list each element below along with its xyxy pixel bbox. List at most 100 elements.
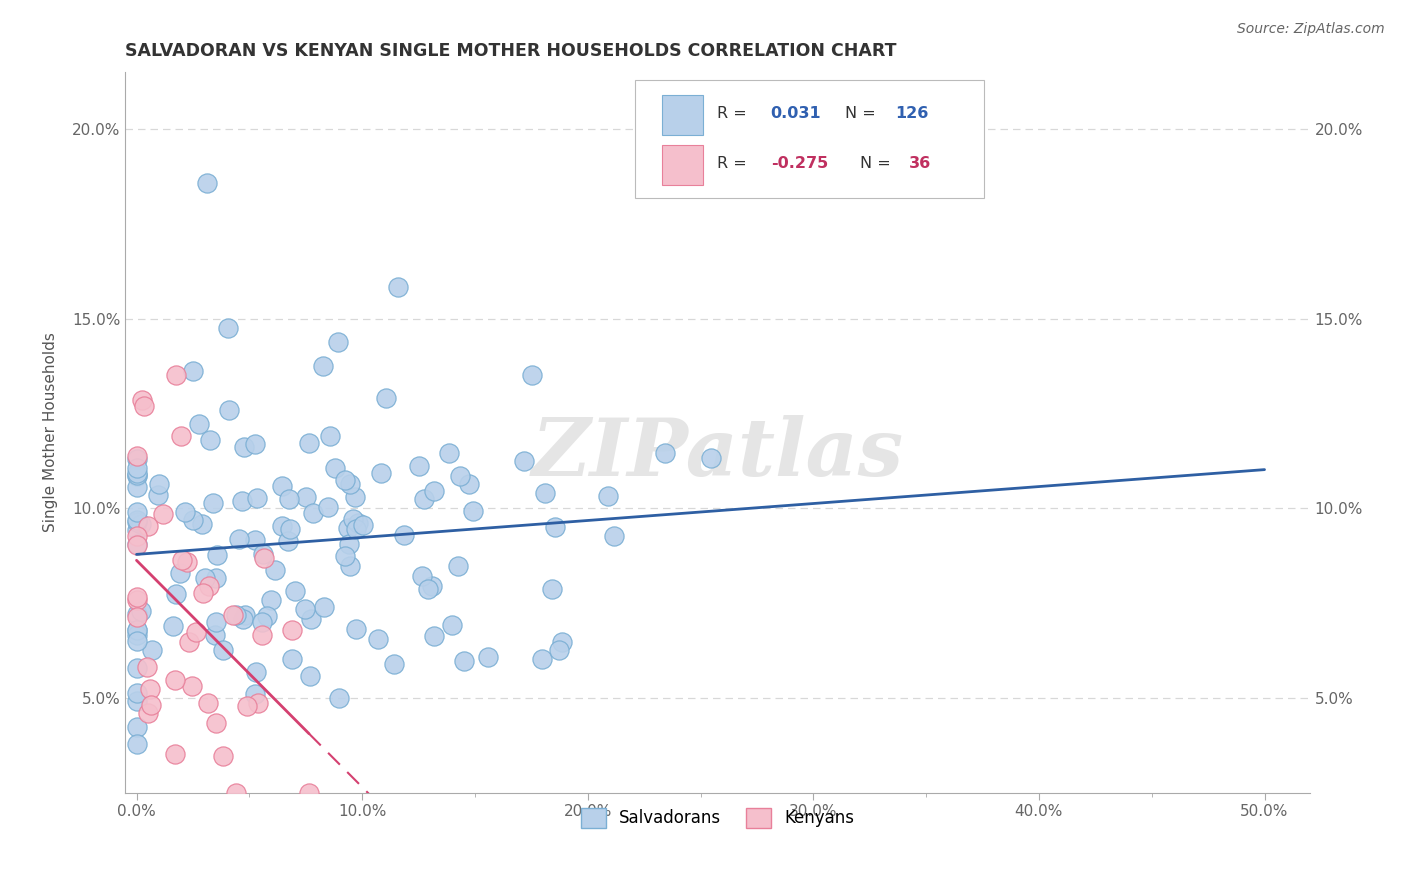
Point bbox=[163, 747, 186, 761]
Point bbox=[125, 610, 148, 624]
Point bbox=[422, 629, 444, 643]
Point bbox=[129, 604, 152, 618]
Point bbox=[302, 506, 325, 520]
Point bbox=[204, 715, 226, 730]
Text: N =: N = bbox=[845, 106, 876, 121]
Point bbox=[217, 321, 239, 335]
Point bbox=[271, 519, 294, 533]
Point bbox=[125, 460, 148, 475]
Point bbox=[243, 533, 266, 548]
Point bbox=[125, 686, 148, 700]
Point bbox=[197, 696, 219, 710]
Point bbox=[125, 634, 148, 648]
Point bbox=[298, 436, 321, 450]
Point bbox=[146, 487, 169, 501]
Point bbox=[250, 628, 273, 642]
Point bbox=[347, 516, 370, 530]
Text: N =: N = bbox=[859, 156, 890, 171]
Point bbox=[197, 579, 219, 593]
Point bbox=[125, 538, 148, 552]
Point bbox=[312, 359, 335, 373]
Point bbox=[335, 549, 357, 564]
Point bbox=[387, 280, 409, 294]
Point bbox=[602, 529, 624, 543]
Point bbox=[139, 698, 162, 712]
Point bbox=[344, 522, 367, 536]
Point bbox=[243, 437, 266, 451]
Point bbox=[233, 607, 256, 622]
Point bbox=[520, 368, 543, 382]
Point bbox=[277, 491, 299, 506]
Point bbox=[252, 547, 274, 561]
Point bbox=[231, 494, 253, 508]
Point bbox=[298, 786, 321, 800]
FancyBboxPatch shape bbox=[662, 145, 703, 185]
Point bbox=[531, 652, 554, 666]
Point bbox=[125, 529, 148, 543]
Point bbox=[367, 632, 389, 646]
Point bbox=[165, 587, 187, 601]
Point bbox=[439, 446, 461, 460]
Point bbox=[413, 492, 436, 507]
Point bbox=[325, 461, 347, 475]
Point bbox=[232, 611, 254, 625]
Point bbox=[125, 451, 148, 466]
Point bbox=[180, 679, 202, 693]
Point bbox=[177, 634, 200, 648]
Point bbox=[204, 571, 226, 585]
Point bbox=[453, 654, 475, 668]
Point bbox=[205, 615, 228, 629]
Point bbox=[336, 521, 359, 535]
Point bbox=[232, 440, 254, 454]
Text: 126: 126 bbox=[896, 106, 928, 121]
Point bbox=[125, 623, 148, 637]
Point bbox=[141, 643, 163, 657]
Point bbox=[277, 533, 299, 548]
Point bbox=[125, 480, 148, 494]
Point bbox=[184, 625, 207, 640]
Point bbox=[246, 696, 269, 710]
Point bbox=[250, 615, 273, 629]
Point bbox=[125, 593, 148, 607]
Point bbox=[174, 505, 197, 519]
Point bbox=[148, 477, 170, 491]
Point bbox=[125, 537, 148, 551]
Point bbox=[342, 512, 364, 526]
Point bbox=[337, 537, 360, 551]
Point bbox=[165, 368, 187, 383]
Point bbox=[513, 454, 536, 468]
Point bbox=[370, 466, 392, 480]
Point bbox=[548, 643, 571, 657]
Point bbox=[125, 468, 148, 483]
Text: ZIPatlas: ZIPatlas bbox=[531, 416, 904, 493]
Point bbox=[125, 516, 148, 530]
Point bbox=[125, 721, 148, 735]
Point bbox=[243, 687, 266, 701]
Point bbox=[278, 522, 301, 536]
Point bbox=[700, 451, 723, 466]
Point bbox=[281, 623, 304, 637]
Point bbox=[449, 468, 471, 483]
Point bbox=[457, 477, 479, 491]
Point bbox=[125, 466, 148, 480]
Point bbox=[328, 691, 350, 706]
Point bbox=[319, 429, 342, 443]
Point bbox=[225, 607, 247, 622]
Point bbox=[477, 649, 499, 664]
Point bbox=[169, 566, 191, 581]
Point bbox=[284, 583, 307, 598]
Point bbox=[205, 548, 228, 562]
Point bbox=[191, 517, 214, 532]
Point bbox=[440, 617, 463, 632]
Point bbox=[211, 748, 233, 763]
Point bbox=[125, 513, 148, 527]
Point bbox=[541, 582, 564, 597]
FancyBboxPatch shape bbox=[634, 79, 984, 198]
Point bbox=[270, 479, 292, 493]
Text: 0.031: 0.031 bbox=[770, 106, 821, 121]
Point bbox=[225, 786, 247, 800]
Point bbox=[181, 513, 204, 527]
Point bbox=[295, 490, 318, 504]
Point bbox=[260, 593, 283, 607]
Point bbox=[136, 660, 159, 674]
